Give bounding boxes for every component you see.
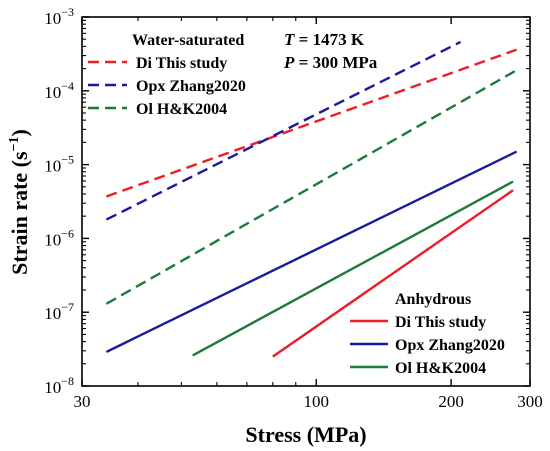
legend-label: Opx Zhang2020	[395, 337, 505, 354]
temperature-condition: T = 1473 K	[284, 30, 365, 49]
y-tick-label: 10−5	[44, 153, 74, 176]
plot-frame	[81, 16, 531, 387]
series-line-water-saturated-di-this-study	[105, 48, 518, 198]
legend-label: Di This study	[395, 314, 486, 331]
legend-label: Di This study	[136, 55, 227, 72]
series-line-water-saturated-ol-h-k2004	[105, 69, 518, 305]
x-tick-label: 100	[303, 392, 329, 411]
legend-label: Opx Zhang2020	[136, 78, 246, 95]
y-tick-label: 10−4	[44, 79, 74, 102]
pressure-condition: P = 300 MPa	[283, 53, 378, 72]
legend-label: Ol H&K2004	[136, 101, 227, 118]
y-tick-label: 10−7	[44, 300, 74, 323]
x-tick-label: 200	[438, 392, 464, 411]
x-tick-label: 30	[74, 392, 91, 411]
legend-top-left: Water-saturated Di This study Opx Zhang202…	[88, 32, 246, 118]
x-tick-label: 300	[517, 392, 543, 411]
series-line-water-saturated-opx-zhang2020	[105, 40, 462, 221]
y-tick-label: 10−6	[44, 226, 74, 249]
y-tick-label: 10−8	[44, 374, 74, 397]
series-line-anhydrous-opx-zhang2020	[105, 150, 518, 353]
legend-bottom-right: Anhydrous Di This study Opx Zhang2020 Ol H&…	[350, 291, 505, 377]
x-axis-title: Stress (MPa)	[245, 422, 366, 447]
y-axis-title: Strain rate (s−1)	[7, 129, 32, 275]
y-tick-label: 10−3	[44, 5, 74, 28]
series-line-anhydrous-di-this-study	[272, 189, 514, 358]
series-line-anhydrous-ol-h-k2004	[192, 180, 514, 357]
legend-title: Water-saturated	[132, 32, 244, 49]
legend-label: Ol H&K2004	[395, 360, 486, 377]
legend-title: Anhydrous	[395, 291, 471, 308]
